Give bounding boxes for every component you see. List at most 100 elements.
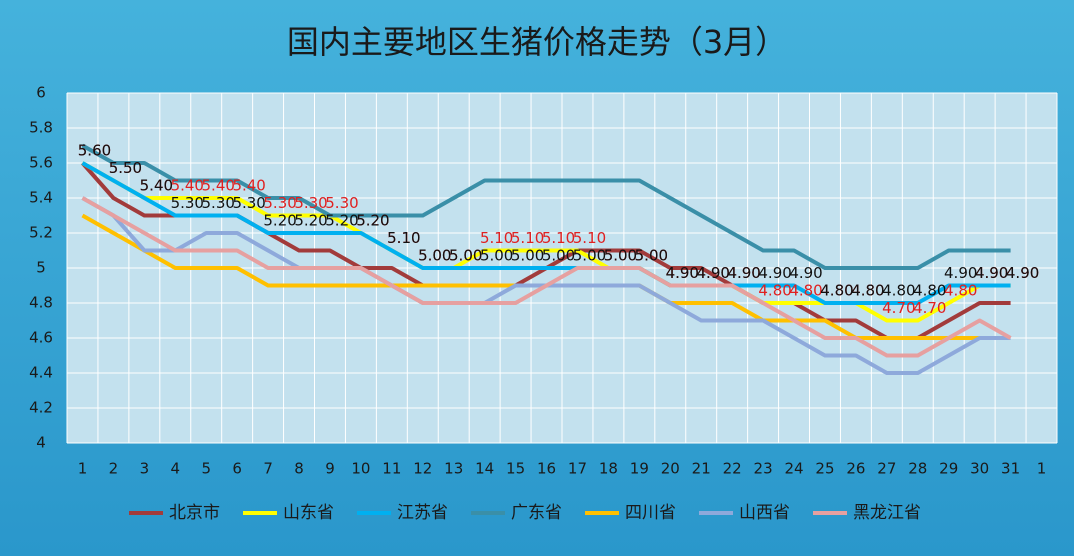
x-tick-label: 14 [475, 460, 494, 478]
y-tick-label: 4.8 [29, 294, 53, 312]
chart-title: 国内主要地区生猪价格走势（3月） [287, 23, 787, 61]
x-tick-label: 15 [506, 460, 525, 478]
data-label: 5.50 [109, 159, 142, 177]
data-label: 5.30 [171, 194, 204, 212]
x-tick-label: 3 [140, 460, 150, 478]
data-label: 5.40 [202, 177, 235, 195]
data-label: 4.80 [820, 282, 853, 300]
data-label: 5.20 [294, 212, 327, 230]
x-tick-label: 10 [351, 460, 370, 478]
data-label: 4.90 [975, 264, 1008, 282]
y-tick-label: 4.2 [29, 399, 53, 417]
data-label: 4.80 [789, 282, 822, 300]
y-tick-label: 5.4 [29, 189, 53, 207]
data-label: 5.20 [356, 212, 389, 230]
data-label: 5.10 [480, 229, 513, 247]
data-label: 4.90 [789, 264, 822, 282]
data-label: 5.30 [202, 194, 235, 212]
data-label: 4.70 [882, 299, 915, 317]
y-tick-label: 4.6 [29, 329, 53, 347]
y-tick-label: 6 [36, 84, 46, 102]
x-tick-label: 16 [537, 460, 556, 478]
x-tick-label: 31 [1001, 460, 1020, 478]
data-label: 5.10 [511, 229, 544, 247]
data-label: 5.00 [449, 247, 482, 265]
data-label: 5.30 [232, 194, 265, 212]
data-label: 4.90 [697, 264, 730, 282]
x-tick-label: 30 [970, 460, 989, 478]
x-tick-label: 25 [815, 460, 834, 478]
x-tick-label: 7 [263, 460, 273, 478]
data-label: 4.90 [727, 264, 760, 282]
data-label: 5.10 [387, 229, 420, 247]
data-label: 4.80 [944, 282, 977, 300]
legend-label: 广东省 [511, 503, 562, 523]
y-tick-label: 5.6 [29, 154, 53, 172]
x-tick-label: 9 [325, 460, 335, 478]
data-label: 4.90 [758, 264, 791, 282]
data-label: 5.10 [542, 229, 575, 247]
data-label: 4.90 [944, 264, 977, 282]
legend-label: 山西省 [739, 503, 790, 523]
data-label: 5.40 [171, 177, 204, 195]
y-tick-label: 5.2 [29, 224, 53, 242]
data-label: 4.90 [1006, 264, 1039, 282]
data-label: 5.20 [263, 212, 296, 230]
x-tick-label: 24 [784, 460, 803, 478]
data-label: 5.00 [418, 247, 451, 265]
x-tick-label: 20 [661, 460, 680, 478]
x-tick-label: 4 [171, 460, 181, 478]
x-tick-label: 6 [232, 460, 242, 478]
data-label: 5.30 [294, 194, 327, 212]
x-tick-label: 27 [877, 460, 896, 478]
x-tick-label: 12 [413, 460, 432, 478]
data-label: 5.60 [78, 142, 111, 160]
data-label: 5.40 [140, 177, 173, 195]
series-line [81, 143, 1011, 270]
data-label: 5.50 [109, 159, 142, 177]
data-label: 4.90 [666, 264, 699, 282]
data-label: 4.80 [851, 282, 884, 300]
data-label: 4.90 [1006, 264, 1039, 282]
x-tick-label: 19 [630, 460, 649, 478]
x-tick-label: 23 [754, 460, 773, 478]
data-label: 4.80 [882, 282, 915, 300]
x-tick-label: 1 [1037, 460, 1047, 478]
data-label: 5.40 [140, 177, 173, 195]
data-label: 5.00 [604, 247, 637, 265]
data-label: 5.00 [480, 247, 513, 265]
data-label: 4.90 [727, 264, 760, 282]
legend-label: 黑龙江省 [853, 503, 921, 523]
y-tick-label: 5 [36, 259, 46, 277]
x-tick-label: 26 [846, 460, 865, 478]
data-label: 5.00 [604, 247, 637, 265]
data-label: 5.10 [573, 229, 606, 247]
data-label: 5.20 [325, 212, 358, 230]
y-tick-label: 5.8 [29, 119, 53, 137]
data-label: 4.80 [820, 282, 853, 300]
data-label: 4.80 [851, 282, 884, 300]
legend-label: 北京市 [169, 503, 220, 523]
data-label: 4.90 [666, 264, 699, 282]
data-label: 4.80 [913, 282, 946, 300]
y-tick-label: 4 [36, 434, 46, 452]
data-label: 5.40 [232, 177, 265, 195]
data-label: 5.20 [356, 212, 389, 230]
y-tick-label: 4.4 [29, 364, 53, 382]
data-label: 5.00 [511, 247, 544, 265]
data-label: 5.00 [635, 247, 668, 265]
data-label: 5.00 [573, 247, 606, 265]
x-tick-label: 17 [568, 460, 587, 478]
data-label: 5.30 [263, 194, 296, 212]
data-label: 4.70 [913, 299, 946, 317]
data-label: 4.80 [758, 282, 791, 300]
x-tick-label: 21 [692, 460, 711, 478]
data-label: 5.30 [325, 194, 358, 212]
data-label: 5.60 [78, 142, 111, 160]
data-label: 5.00 [635, 247, 668, 265]
legend-label: 江苏省 [397, 503, 448, 523]
x-tick-label: 5 [201, 460, 211, 478]
x-tick-label: 28 [908, 460, 927, 478]
x-tick-label: 11 [382, 460, 401, 478]
